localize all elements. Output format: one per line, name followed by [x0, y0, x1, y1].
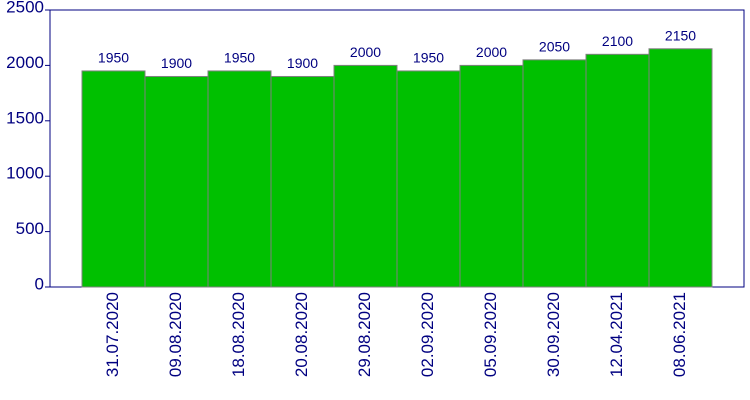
data-label: 1900	[287, 55, 318, 71]
x-tick-label: 31.07.2020	[103, 292, 122, 377]
bar	[522, 59, 587, 288]
data-label: 1950	[224, 50, 255, 66]
bar	[396, 70, 461, 288]
data-label: 1900	[161, 55, 192, 71]
data-label: 2150	[665, 27, 696, 43]
data-label: 1950	[413, 50, 444, 66]
data-label: 2100	[602, 33, 633, 49]
x-tick-label: 05.09.2020	[481, 292, 500, 377]
bar	[459, 64, 524, 288]
y-tick-label: 500	[16, 219, 44, 238]
x-tick-label: 20.08.2020	[292, 292, 311, 377]
x-tick-label: 12.04.2021	[607, 292, 626, 377]
data-label: 2050	[539, 39, 570, 55]
data-label: 2000	[476, 44, 507, 60]
x-tick-label: 18.08.2020	[229, 292, 248, 377]
y-tick-label: 2500	[6, 0, 44, 16]
y-tick-label: 2000	[6, 53, 44, 72]
y-tick-label: 0	[35, 274, 44, 293]
bar	[144, 75, 209, 288]
x-tick-label: 09.08.2020	[166, 292, 185, 377]
data-label: 1950	[98, 50, 129, 66]
data-label: 2000	[350, 44, 381, 60]
y-tick-label: 1000	[6, 164, 44, 183]
x-tick-label: 29.08.2020	[355, 292, 374, 377]
x-tick-label: 08.06.2021	[670, 292, 689, 377]
bar	[648, 48, 713, 288]
bar	[81, 70, 146, 288]
bar	[270, 75, 335, 288]
y-tick-label: 1500	[6, 108, 44, 127]
x-tick-label: 02.09.2020	[418, 292, 437, 377]
bar	[333, 64, 398, 288]
x-tick-label: 30.09.2020	[544, 292, 563, 377]
bar	[585, 53, 650, 288]
bar	[207, 70, 272, 288]
